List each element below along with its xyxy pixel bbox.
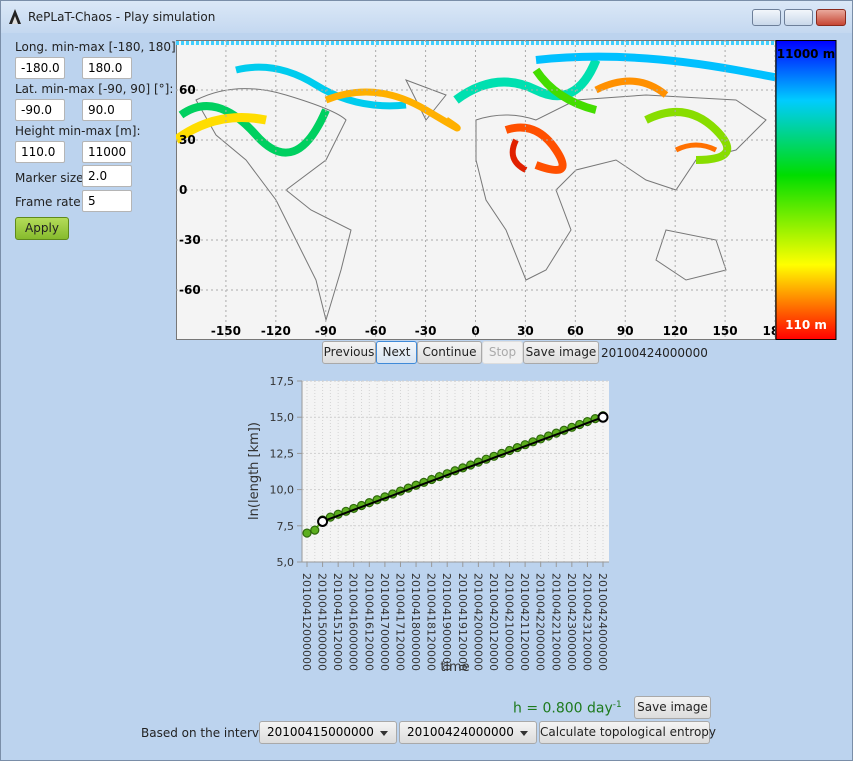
frame-rate-input[interactable] bbox=[82, 190, 132, 212]
timestamp: 20100424000000 bbox=[601, 346, 708, 360]
calculate-entropy-button[interactable]: Calculate topological entropy bbox=[539, 721, 716, 744]
map-axes: -150 -120 -90 -60 -30 0 30 60 90 120 150 180 60 30 0 -3… bbox=[176, 40, 787, 340]
latitude-min-input[interactable] bbox=[15, 99, 65, 121]
marker-size-input[interactable] bbox=[82, 165, 132, 187]
map-x-tick-label: 60 bbox=[567, 324, 584, 338]
map-y-tick-label: 30 bbox=[179, 133, 196, 147]
latitude-label: Lat. min-max [-90, 90] [°]: bbox=[15, 82, 174, 96]
map-y-tick-label: -30 bbox=[179, 233, 201, 247]
app-icon bbox=[9, 9, 21, 24]
longitude-min-input[interactable] bbox=[15, 57, 65, 79]
previous-button[interactable]: Previous bbox=[322, 341, 376, 364]
trajectory-map: 11000 m 110 m -150 -120 -90 -60 -30 0 30 60 90 12… bbox=[176, 40, 837, 340]
height-label: Height min-max [m]: bbox=[15, 124, 141, 138]
save-chart-button[interactable]: Save image bbox=[634, 696, 711, 719]
map-x-tick-label: -60 bbox=[365, 324, 387, 338]
interval-end-combo[interactable]: 20100424000000 bbox=[399, 721, 537, 744]
interval-start-combo[interactable]: 20100415000000 bbox=[259, 721, 397, 744]
interval-label: Based on the interval: bbox=[141, 726, 274, 740]
map-x-tick-label: -150 bbox=[211, 324, 241, 338]
map-y-tick-label: -60 bbox=[179, 283, 201, 297]
frame-rate-label: Frame rate: bbox=[15, 195, 85, 209]
longitude-label: Long. min-max [-180, 180] [°]: bbox=[15, 40, 199, 54]
entropy-value: h = 0.800 day-1 bbox=[513, 700, 622, 717]
continue-button[interactable]: Continue bbox=[417, 341, 482, 364]
map-x-tick-label: 90 bbox=[617, 324, 634, 338]
map-x-tick-label: 180 bbox=[762, 324, 787, 338]
map-x-tick-label: 30 bbox=[517, 324, 534, 338]
minimize-button[interactable] bbox=[752, 9, 781, 26]
title-bar: RePLaT-Chaos - Play simulation bbox=[1, 1, 852, 33]
colorbar-top-label: 11000 m bbox=[777, 47, 835, 61]
close-button[interactable] bbox=[816, 9, 846, 26]
entropy-text: h = 0.800 day bbox=[513, 700, 613, 717]
marker-size-label: Marker size: bbox=[15, 171, 88, 185]
map-x-tick-label: -120 bbox=[261, 324, 291, 338]
maximize-button[interactable] bbox=[784, 9, 813, 26]
map-x-tick-label: 150 bbox=[713, 324, 738, 338]
map-y-tick-label: 60 bbox=[179, 83, 196, 97]
longitude-max-input[interactable] bbox=[82, 57, 132, 79]
map-x-tick-label: 120 bbox=[663, 324, 688, 338]
colorbar bbox=[775, 40, 837, 340]
map-x-tick-label: -90 bbox=[315, 324, 337, 338]
map-x-tick-label: 0 bbox=[471, 324, 479, 338]
apply-button[interactable]: Apply bbox=[15, 217, 69, 240]
next-button[interactable]: Next bbox=[376, 341, 417, 364]
save-map-button[interactable]: Save image bbox=[523, 341, 599, 364]
height-max-input[interactable] bbox=[82, 141, 132, 163]
height-min-input[interactable] bbox=[15, 141, 65, 163]
window-title: RePLaT-Chaos - Play simulation bbox=[28, 10, 216, 24]
map-decoration bbox=[176, 41, 775, 322]
map-x-tick-label: -30 bbox=[415, 324, 437, 338]
latitude-max-input[interactable] bbox=[82, 99, 132, 121]
stop-button[interactable]: Stop bbox=[482, 341, 523, 364]
entropy-exponent: -1 bbox=[612, 700, 622, 710]
map-y-tick-label: 0 bbox=[179, 183, 187, 197]
colorbar-bottom-label: 110 m bbox=[785, 318, 827, 332]
